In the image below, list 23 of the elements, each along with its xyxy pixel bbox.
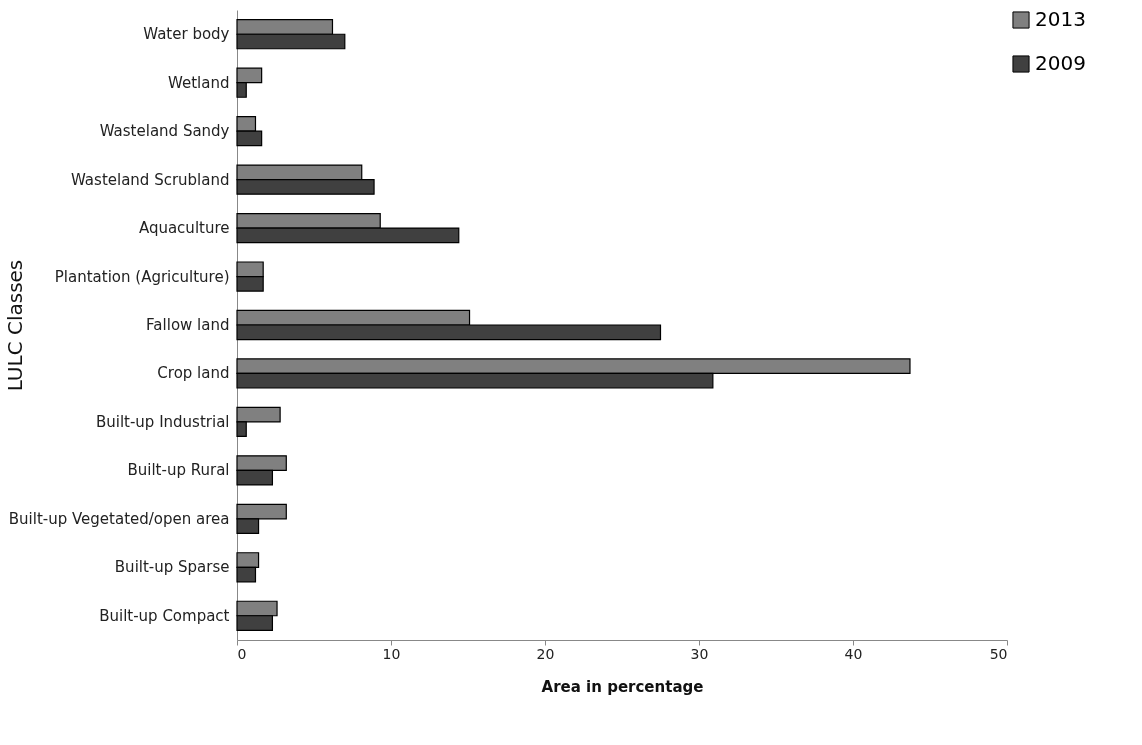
x-tick-label: 20 [536, 645, 555, 662]
y-tick-label: Wasteland Sandy [99, 122, 230, 141]
legend-label: 2009 [1035, 51, 1086, 75]
y-tick-label: Wasteland Scrubland [71, 170, 230, 189]
y-tick-label: Plantation (Agriculture) [54, 267, 230, 286]
y-tick-label: Fallow land [146, 316, 230, 334]
y-tick-label: Built-up Industrial [95, 412, 230, 431]
x-tick-label: 50 [989, 645, 1008, 662]
y-tick-label: Built-up Vegetated/open area [8, 509, 230, 528]
y-tick-label: Aquaculture [138, 219, 230, 238]
y-tick-label: Crop land [157, 364, 230, 383]
y-tick-label: Built-up Sparse [114, 558, 230, 577]
x-tick-label: 0 [237, 645, 247, 662]
x-axis-title: Area in percentage [541, 677, 704, 696]
y-tick-label: Wetland [168, 73, 230, 92]
x-tick-label: 30 [690, 645, 709, 662]
y-tick-label: Built-up Rural [127, 461, 230, 480]
y-tick-label: Water body [143, 25, 230, 44]
legend-label: 2013 [1035, 7, 1086, 31]
x-tick-label: 40 [844, 645, 863, 662]
y-axis-title: LULC Classes [2, 259, 27, 392]
x-tick-label: 10 [382, 645, 401, 662]
y-tick-label: Built-up Compact [99, 606, 230, 625]
